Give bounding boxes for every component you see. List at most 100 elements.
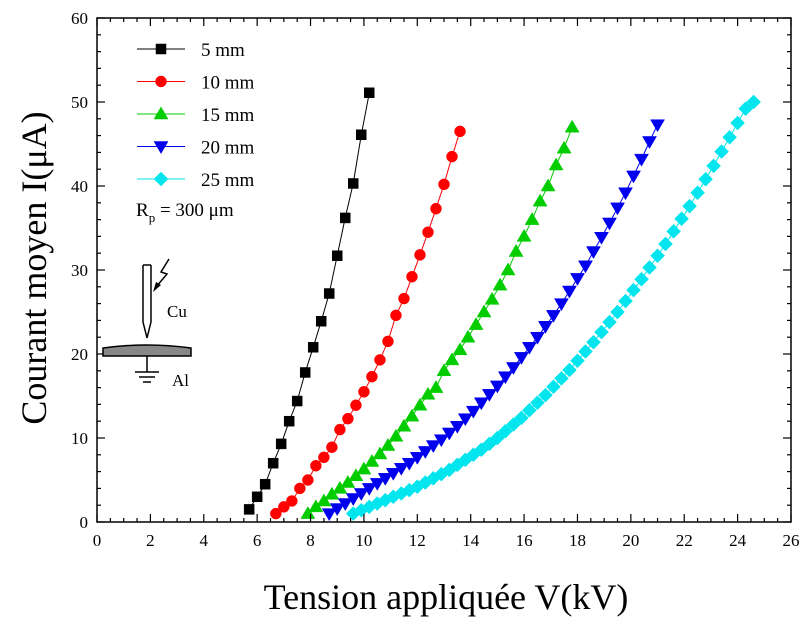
data-point (618, 187, 633, 201)
data-point (516, 228, 532, 242)
data-point (484, 291, 500, 305)
data-point (412, 397, 428, 411)
data-point (348, 468, 364, 482)
data-point (489, 380, 505, 394)
data-point (361, 483, 377, 496)
data-point (393, 462, 409, 476)
legend-marker (155, 75, 167, 88)
data-point (642, 260, 657, 275)
data-point (420, 386, 436, 400)
legend-marker (155, 43, 167, 55)
data-point (283, 415, 295, 427)
data-point (460, 329, 476, 343)
data-point (364, 87, 375, 99)
data-point (658, 236, 673, 252)
data-point (492, 277, 508, 291)
series-4 (321, 119, 665, 522)
electrode-setup-inset: Cu Al (102, 258, 192, 390)
data-point (722, 129, 737, 145)
data-point (270, 507, 282, 520)
legend-marker (153, 141, 169, 154)
x-tick-label: 24 (729, 531, 747, 550)
legend-label: 5 mm (201, 40, 245, 61)
data-point (642, 136, 657, 149)
data-point (358, 386, 370, 398)
data-point (524, 212, 540, 225)
data-point (530, 395, 545, 411)
data-point (353, 488, 369, 501)
needle-tip (142, 321, 152, 339)
data-point (498, 423, 513, 439)
data-point (409, 452, 425, 465)
plate-electrode (102, 344, 192, 357)
data-point (586, 246, 601, 260)
data-point (446, 150, 458, 163)
y-tick-label: 60 (71, 9, 88, 28)
data-point (602, 314, 617, 330)
data-point (275, 438, 287, 450)
data-point (626, 282, 641, 298)
data-point (436, 363, 452, 377)
x-tick-label: 14 (462, 531, 480, 550)
data-point (422, 226, 434, 238)
data-point (562, 362, 577, 378)
data-point (666, 224, 681, 239)
data-point (548, 157, 564, 171)
data-point (746, 94, 761, 110)
legend-label: 25 mm (201, 170, 255, 191)
discharge-arrowhead (153, 282, 161, 292)
data-point (537, 321, 553, 334)
series-2 (270, 125, 466, 520)
data-point (538, 387, 553, 403)
data-point (505, 362, 521, 375)
discharge-arrow (155, 258, 170, 288)
series-5 (345, 94, 761, 521)
x-tick-label: 12 (409, 531, 426, 550)
x-tick-label: 0 (93, 531, 102, 550)
data-point (323, 288, 335, 299)
data-point (513, 352, 529, 365)
data-point (388, 428, 404, 442)
legend-label: 20 mm (201, 138, 255, 159)
data-point (382, 335, 394, 348)
data-point (468, 317, 484, 330)
x-tick-label: 22 (676, 531, 693, 550)
legend-item: 15 mm (137, 105, 255, 126)
data-point (554, 298, 569, 312)
series-3 (300, 119, 580, 519)
x-tick-label: 8 (306, 531, 315, 550)
data-point (578, 260, 593, 274)
data-point (610, 202, 625, 216)
data-point (452, 342, 468, 356)
data-point (356, 461, 372, 475)
data-point (364, 454, 380, 467)
data-point (372, 446, 388, 460)
electrode-radius-annotation: Rp = 300 μm (136, 200, 234, 225)
data-point (342, 412, 354, 425)
data-point (556, 140, 572, 154)
legend: 5 mm 10 mm 15 mm 20 mm 25 mm (137, 40, 255, 191)
data-point (369, 478, 385, 491)
data-point (291, 395, 303, 407)
data-point (698, 171, 713, 187)
x-tick-label: 6 (253, 531, 262, 550)
data-point (562, 285, 577, 299)
data-point (380, 438, 396, 451)
legend-item: 20 mm (137, 138, 255, 159)
data-point (508, 244, 524, 257)
x-tick-label: 20 (622, 531, 639, 550)
data-point (690, 185, 705, 201)
y-tick-label: 40 (71, 177, 88, 196)
data-point (570, 353, 585, 369)
data-point (602, 217, 617, 231)
data-point (334, 423, 346, 436)
data-point (377, 473, 393, 486)
y-tick-label: 30 (71, 261, 88, 280)
data-point (682, 198, 697, 214)
x-tick-label: 4 (200, 531, 209, 550)
data-point (299, 367, 311, 378)
y-tick-label: 50 (71, 93, 88, 112)
data-point (366, 370, 378, 383)
